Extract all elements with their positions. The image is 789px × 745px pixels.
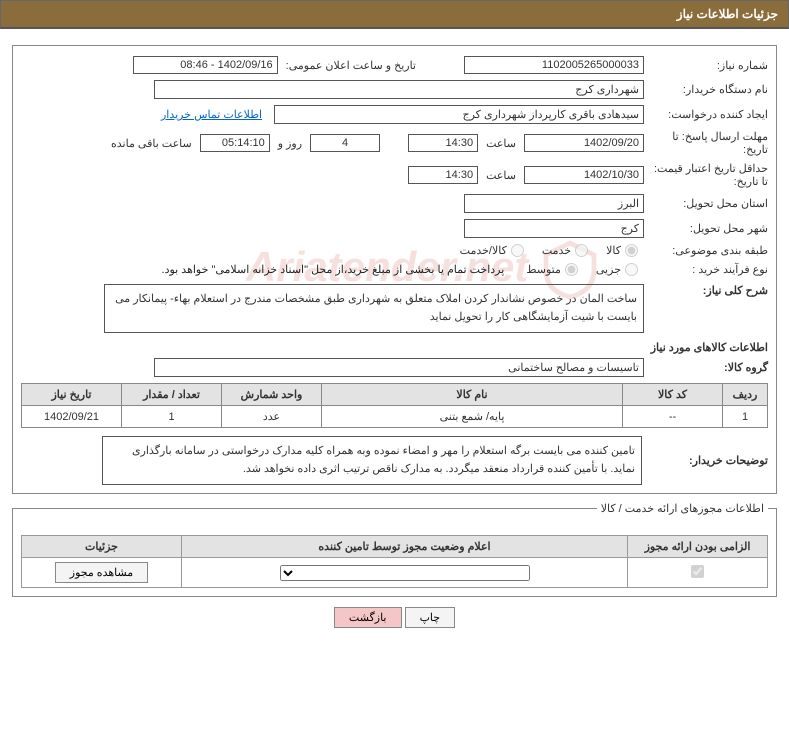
- cat-service-radio[interactable]: خدمت: [542, 244, 588, 257]
- price-date-value: 1402/10/30: [524, 166, 644, 184]
- page-title: جزئیات اطلاعات نیاز: [677, 7, 778, 21]
- city-label: شهر محل تحویل:: [648, 222, 768, 235]
- resp-date-value: 1402/09/20: [524, 134, 644, 152]
- cell-row: 1: [723, 406, 768, 428]
- license-table: الزامی بودن ارائه مجوز اعلام وضعیت مجوز …: [21, 535, 768, 588]
- org-label: نام دستگاه خریدار:: [648, 83, 768, 96]
- cat-both-radio[interactable]: کالا/خدمت: [460, 244, 524, 257]
- resp-time-value: 14:30: [408, 134, 478, 152]
- time-remain-value: 05:14:10: [200, 134, 270, 152]
- page-title-bar: جزئیات اطلاعات نیاز: [0, 0, 789, 29]
- proc-medium-radio[interactable]: متوسط: [526, 263, 578, 276]
- cell-code: --: [623, 406, 723, 428]
- th-row: ردیف: [723, 384, 768, 406]
- cell-qty: 1: [122, 406, 222, 428]
- summary-label: شرح کلی نیاز:: [648, 284, 768, 297]
- summary-box: ساخت المان در خصوص نشاندار کردن املاک مت…: [104, 284, 644, 333]
- print-button[interactable]: چاپ: [405, 607, 456, 628]
- pay-note: پرداخت تمام یا بخشی از مبلغ خرید،از محل …: [162, 263, 505, 276]
- cell-date: 1402/09/21: [22, 406, 122, 428]
- buyer-note-box: تامین کننده می بایست برگه استعلام را مهر…: [102, 436, 642, 485]
- cell-unit: عدد: [222, 406, 322, 428]
- category-radio-group: کالا خدمت کالا/خدمت: [460, 244, 644, 257]
- items-table: ردیف کد کالا نام کالا واحد شمارش تعداد /…: [21, 383, 768, 428]
- license-header: اطلاعات مجوزهای ارائه خدمت / کالا: [597, 502, 768, 515]
- need-no-label: شماره نیاز:: [648, 59, 768, 72]
- buyer-contact-link[interactable]: اطلاعات تماس خریدار: [161, 108, 262, 121]
- city-value: کرج: [464, 219, 644, 238]
- license-row: مشاهده مجوز: [22, 558, 768, 588]
- goods-info-header: اطلاعات کالاهای مورد نیاز: [21, 341, 768, 354]
- buyer-note-label: توضیحات خریدار:: [648, 436, 768, 467]
- days-suffix: روز و: [274, 137, 306, 150]
- group-value: تاسیسات و مصالح ساختمانی: [154, 358, 644, 377]
- table-row: 1 -- پایه/ شمع بتنی عدد 1 1402/09/21: [22, 406, 768, 428]
- status-select[interactable]: [280, 565, 530, 581]
- remain-suffix: ساعت باقی مانده: [107, 137, 196, 150]
- license-fieldset: اطلاعات مجوزهای ارائه خدمت / کالا الزامی…: [12, 502, 777, 597]
- days-remain-value: 4: [310, 134, 380, 152]
- th-unit: واحد شمارش: [222, 384, 322, 406]
- requester-value: سیدهادی باقری کارپرداز شهرداری کرج: [274, 105, 644, 124]
- time-label-2: ساعت: [482, 169, 520, 182]
- price-time-value: 14:30: [408, 166, 478, 184]
- public-date-label: تاریخ و ساعت اعلان عمومی:: [282, 59, 420, 72]
- group-label: گروه کالا:: [648, 361, 768, 374]
- time-label-1: ساعت: [482, 137, 520, 150]
- need-no-value: 1102005265000033: [464, 56, 644, 74]
- proc-type-label: نوع فرآیند خرید :: [648, 263, 768, 276]
- th-code: کد کالا: [623, 384, 723, 406]
- category-label: طبقه بندی موضوعی:: [648, 244, 768, 257]
- org-value: شهرداری کرج: [154, 80, 644, 99]
- price-valid-label: حداقل تاریخ اعتبار قیمت: تا تاریخ:: [648, 162, 768, 188]
- public-date-value: 1402/09/16 - 08:46: [133, 56, 278, 74]
- th-date: تاریخ نیاز: [22, 384, 122, 406]
- cat-goods-radio[interactable]: کالا: [606, 244, 638, 257]
- th-mandatory: الزامی بودن ارائه مجوز: [628, 536, 768, 558]
- main-fieldset: شماره نیاز: 1102005265000033 تاریخ و ساع…: [12, 45, 777, 494]
- province-value: البرز: [464, 194, 644, 213]
- th-qty: تعداد / مقدار: [122, 384, 222, 406]
- resp-deadline-label: مهلت ارسال پاسخ: تا تاریخ:: [648, 130, 768, 156]
- back-button[interactable]: بازگشت: [334, 607, 402, 628]
- mandatory-checkbox: [691, 565, 704, 578]
- th-status: اعلام وضعیت مجوز توسط تامین کننده: [182, 536, 628, 558]
- cell-name: پایه/ شمع بتنی: [322, 406, 623, 428]
- th-details: جزئیات: [22, 536, 182, 558]
- footer-buttons: چاپ بازگشت: [12, 607, 777, 628]
- th-name: نام کالا: [322, 384, 623, 406]
- province-label: استان محل تحویل:: [648, 197, 768, 210]
- view-license-button[interactable]: مشاهده مجوز: [55, 562, 148, 583]
- requester-label: ایجاد کننده درخواست:: [648, 108, 768, 121]
- proc-radio-group: جزیی متوسط: [526, 263, 644, 276]
- proc-partial-radio[interactable]: جزیی: [596, 263, 638, 276]
